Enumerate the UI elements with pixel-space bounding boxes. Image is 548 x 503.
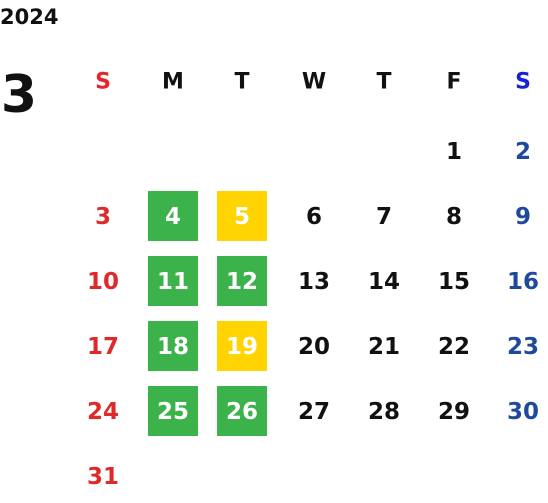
day-number: 7 [376, 204, 392, 230]
weekday-label: T [234, 70, 249, 95]
day-number: 24 [87, 399, 119, 425]
day-number: 26 [226, 399, 258, 425]
day-number: 19 [226, 334, 258, 360]
day-number: 12 [226, 269, 258, 295]
day-number: 16 [507, 269, 539, 295]
day-highlight [217, 256, 267, 306]
day-number: 10 [87, 269, 119, 295]
day-highlight [148, 386, 198, 436]
day-number: 27 [298, 399, 330, 425]
day-highlight [148, 191, 198, 241]
year: 2024 [0, 5, 58, 29]
day-highlight [148, 256, 198, 306]
weekday-label: M [162, 70, 184, 95]
day-number: 6 [306, 204, 322, 230]
day-highlight [217, 321, 267, 371]
day-number: 14 [368, 269, 400, 295]
day-number: 18 [157, 334, 189, 360]
day-number: 9 [515, 204, 531, 230]
day-number: 8 [446, 204, 462, 230]
day-number: 17 [87, 334, 119, 360]
day-number: 30 [507, 399, 539, 425]
weekday-label: F [446, 70, 461, 95]
day-number: 5 [234, 204, 250, 230]
day-number: 4 [165, 204, 181, 230]
day-number: 22 [438, 334, 470, 360]
day-number: 3 [95, 204, 111, 230]
day-number: 23 [507, 334, 539, 360]
day-highlight [217, 386, 267, 436]
day-number: 25 [157, 399, 189, 425]
day-number: 1 [446, 139, 462, 165]
month: 3 [1, 65, 37, 125]
day-highlight [217, 191, 267, 241]
day-number: 11 [157, 269, 189, 295]
weekday-label: S [95, 70, 111, 95]
weekday-label: S [515, 70, 531, 95]
day-number: 20 [298, 334, 330, 360]
day-highlight [148, 321, 198, 371]
day-number: 21 [368, 334, 400, 360]
day-number: 2 [515, 139, 531, 165]
day-number: 28 [368, 399, 400, 425]
day-number: 15 [438, 269, 470, 295]
weekday-label: W [302, 70, 326, 95]
weekday-label: T [376, 70, 391, 95]
day-number: 29 [438, 399, 470, 425]
day-number: 31 [87, 464, 119, 490]
day-number: 13 [298, 269, 330, 295]
